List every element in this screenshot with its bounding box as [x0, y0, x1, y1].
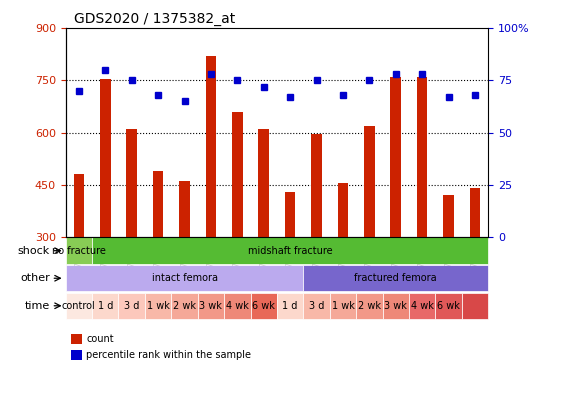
Text: 3 wk: 3 wk [384, 301, 407, 311]
Bar [417, 77, 428, 237]
Bar [337, 183, 348, 237]
Text: time: time [25, 301, 50, 311]
Bar [66, 237, 92, 264]
Bar [356, 292, 383, 319]
Bar [92, 292, 119, 319]
Bar [171, 292, 198, 319]
Text: intact femora: intact femora [151, 273, 218, 283]
Bar [383, 292, 409, 319]
Bar [303, 292, 330, 319]
Bar [206, 56, 216, 237]
Text: no fracture: no fracture [52, 246, 106, 256]
Bar [311, 134, 322, 237]
Bar [153, 171, 163, 237]
Text: 1 d: 1 d [283, 301, 298, 311]
Text: other: other [20, 273, 50, 283]
Bar [330, 292, 356, 319]
Text: GDS2020 / 1375382_at: GDS2020 / 1375382_at [74, 12, 235, 26]
Text: midshaft fracture: midshaft fracture [248, 246, 332, 256]
Bar [232, 112, 243, 237]
Text: fractured femora: fractured femora [355, 273, 437, 283]
Text: 6 wk: 6 wk [437, 301, 460, 311]
Text: percentile rank within the sample: percentile rank within the sample [86, 350, 251, 360]
Bar [462, 292, 488, 319]
Bar [435, 292, 462, 319]
Bar [470, 188, 480, 237]
Bar [66, 292, 92, 319]
Text: 3 d: 3 d [124, 301, 139, 311]
Bar [179, 181, 190, 237]
Bar [285, 192, 295, 237]
Text: 1 wk: 1 wk [332, 301, 355, 311]
Bar [66, 265, 303, 292]
Text: shock: shock [18, 246, 50, 256]
Bar [224, 292, 251, 319]
Text: count: count [86, 334, 114, 344]
Bar [126, 129, 137, 237]
Bar [198, 292, 224, 319]
Text: 1 d: 1 d [98, 301, 113, 311]
Bar [119, 292, 145, 319]
Text: 4 wk: 4 wk [226, 301, 249, 311]
Bar [443, 195, 454, 237]
Text: 3 d: 3 d [309, 301, 324, 311]
Text: control: control [62, 301, 96, 311]
Text: 4 wk: 4 wk [411, 301, 433, 311]
Text: 3 wk: 3 wk [199, 301, 222, 311]
Bar [251, 292, 277, 319]
Text: 6 wk: 6 wk [252, 301, 275, 311]
Text: 2 wk: 2 wk [173, 301, 196, 311]
Bar [259, 129, 269, 237]
Text: 2 wk: 2 wk [358, 301, 381, 311]
Bar [303, 265, 488, 292]
Bar [145, 292, 171, 319]
Bar [74, 174, 84, 237]
Bar [277, 292, 303, 319]
Bar [409, 292, 435, 319]
Text: 1 wk: 1 wk [147, 301, 170, 311]
Bar [100, 79, 111, 237]
Bar [391, 77, 401, 237]
Bar [364, 126, 375, 237]
